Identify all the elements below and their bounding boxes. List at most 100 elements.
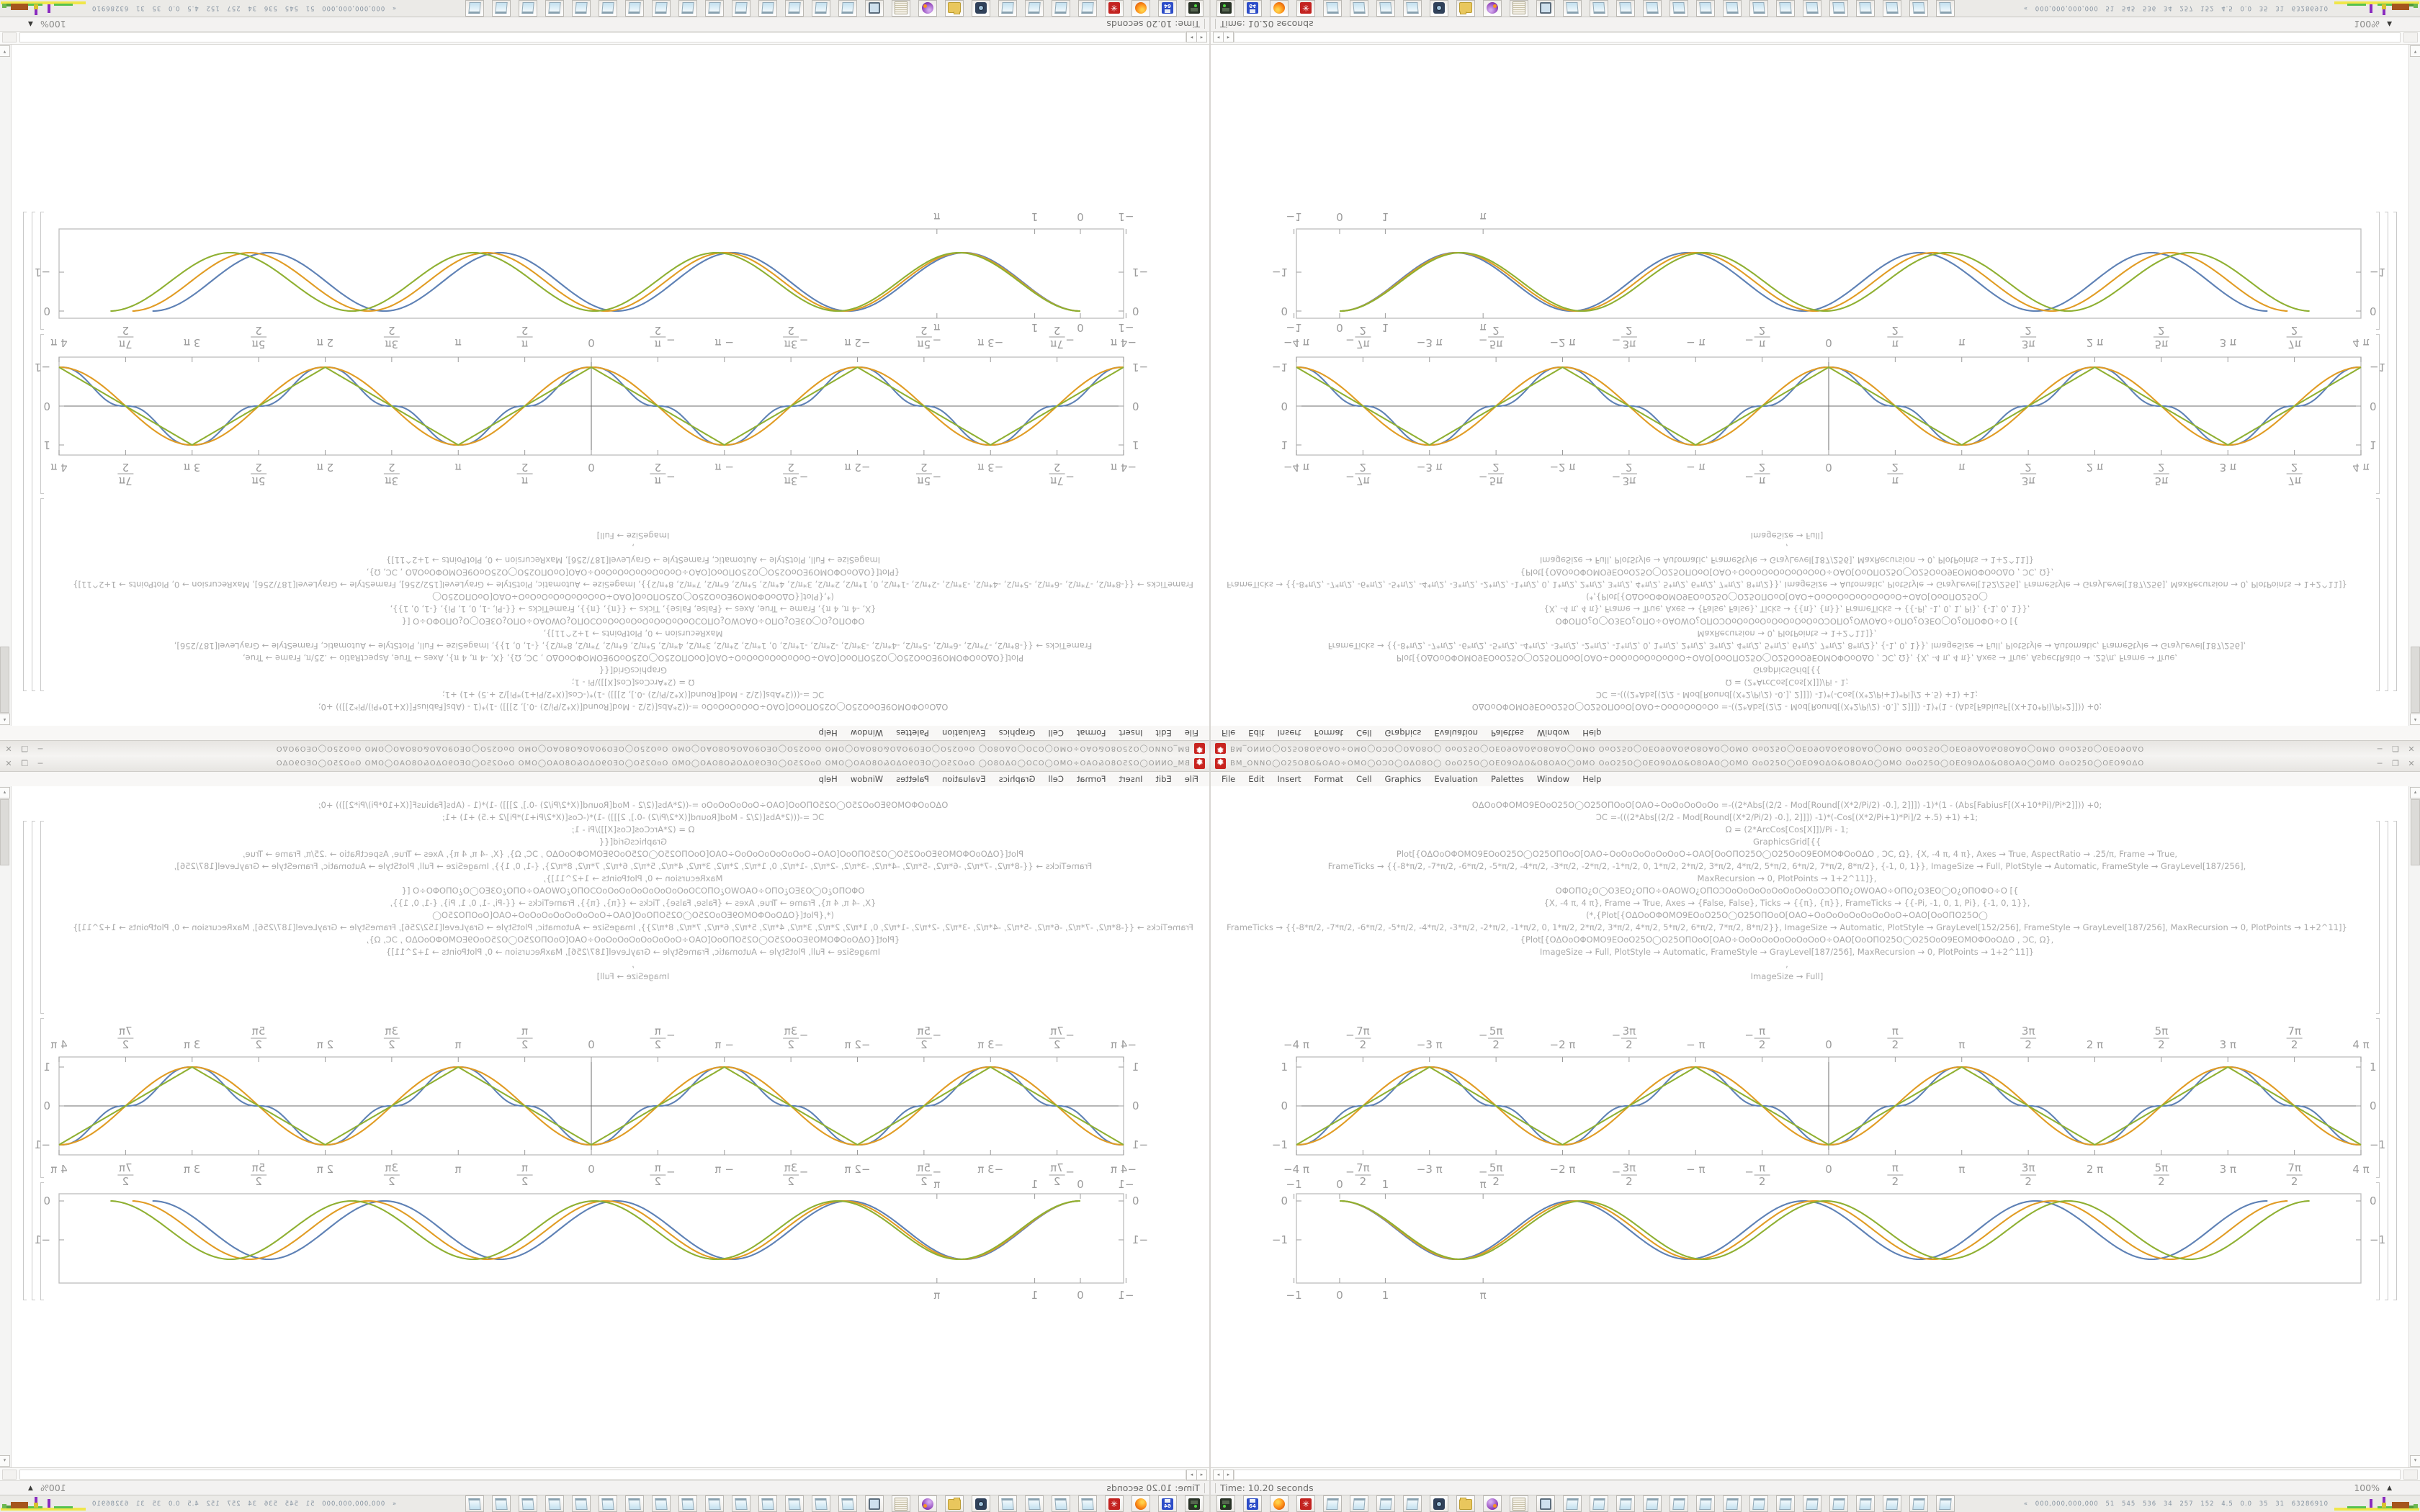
taskbar-button-notepad[interactable] xyxy=(1749,0,1768,17)
taskbar-button-notepad[interactable] xyxy=(812,1495,830,1512)
taskbar-button-notepad[interactable] xyxy=(1776,1495,1795,1512)
vertical-scroll-thumb[interactable] xyxy=(2411,647,2420,713)
menu-item-help[interactable]: Help xyxy=(1582,773,1602,784)
taskbar-button-notepad[interactable] xyxy=(625,0,644,17)
taskbar-button-notepad[interactable] xyxy=(1563,0,1582,17)
vertical-scrollbar[interactable]: ▴ ▾ xyxy=(2408,45,2420,726)
cell-bracket-outer-group[interactable] xyxy=(2393,212,2397,691)
magnification-dropdown-icon[interactable]: ▲ xyxy=(28,20,33,28)
magnification-value[interactable]: 100% xyxy=(40,1482,66,1493)
taskbar-button-notepad[interactable] xyxy=(998,1495,1017,1512)
taskbar-button-notepad[interactable] xyxy=(599,1495,617,1512)
cell-bracket-input[interactable] xyxy=(40,498,44,691)
menu-item-cell[interactable]: Cell xyxy=(1356,728,1372,739)
cell-bracket-output2[interactable] xyxy=(2376,212,2380,330)
menu-item-edit[interactable]: Edit xyxy=(1248,773,1265,784)
taskbar-button-notepad[interactable] xyxy=(599,0,617,17)
scroll-down-button[interactable]: ▾ xyxy=(0,1455,10,1467)
window-resize-grip[interactable] xyxy=(2403,1470,2418,1480)
taskbar-button-notepad[interactable] xyxy=(1323,1495,1342,1512)
taskbar-button-notepad[interactable] xyxy=(1749,1495,1768,1512)
taskbar-button-ball-purple[interactable] xyxy=(918,0,937,17)
taskbar-button-notepad[interactable] xyxy=(785,1495,804,1512)
taskbar-button-notepad[interactable] xyxy=(1590,1495,1608,1512)
magnification-dropdown-icon[interactable]: ▲ xyxy=(2387,1484,2392,1492)
menu-item-window[interactable]: Window xyxy=(850,773,884,784)
taskbar-button-gear-red[interactable] xyxy=(1296,0,1315,17)
scroll-down-button[interactable]: ▾ xyxy=(2410,1455,2420,1467)
taskbar-button-notepad[interactable] xyxy=(1376,0,1395,17)
menu-item-insert[interactable]: Insert xyxy=(1277,773,1301,784)
taskbar-button-notepad[interactable] xyxy=(678,0,697,17)
taskbar-button-drive-green[interactable] xyxy=(1185,0,1204,17)
taskbar-button-notepad[interactable] xyxy=(465,0,484,17)
window-titlebar[interactable]: ✹ ΒΜ_ΟΝΝΟ◯Ο25Ο8Ο&ΟΑΟ÷ΟΜΟ◯ΟƆΟ◯ΟΔΟ8Ο◯ ΟοΟ2… xyxy=(0,756,1209,772)
taskbar-button-notepad[interactable] xyxy=(1025,0,1044,17)
taskbar-button-notepad[interactable] xyxy=(1616,0,1635,17)
taskbar-button-notepad[interactable] xyxy=(812,0,830,17)
taskbar-button-notepad[interactable] xyxy=(1723,0,1742,17)
scroll-left-button[interactable]: ◂ xyxy=(1196,32,1207,42)
menu-item-format[interactable]: Format xyxy=(1076,773,1106,784)
taskbar-button-camera[interactable] xyxy=(972,0,990,17)
taskbar-button-notepad[interactable] xyxy=(1856,0,1875,17)
close-button[interactable]: ✕ xyxy=(2408,759,2415,768)
taskbar-button-monitor[interactable] xyxy=(1536,0,1555,17)
restore-button[interactable]: ❐ xyxy=(21,744,28,753)
taskbar-button-notepad[interactable] xyxy=(1696,1495,1715,1512)
taskbar-button-folder-yellow[interactable] xyxy=(945,1495,964,1512)
scroll-up-button[interactable]: ▴ xyxy=(0,787,10,798)
taskbar-button-folder-yellow[interactable] xyxy=(945,0,964,17)
taskbar-button-floppy-64[interactable] xyxy=(1243,0,1262,17)
taskbar-button-notepad[interactable] xyxy=(998,0,1017,17)
taskbar-button-notepad[interactable] xyxy=(1563,1495,1582,1512)
taskbar-button-notepad[interactable] xyxy=(1350,1495,1368,1512)
taskbar-button-gear-red[interactable] xyxy=(1105,1495,1124,1512)
cell-bracket-group[interactable] xyxy=(2385,212,2388,691)
taskbar-button-drive-green[interactable] xyxy=(1185,1495,1204,1512)
menu-item-cell[interactable]: Cell xyxy=(1048,773,1064,784)
taskbar-button-notepad[interactable] xyxy=(838,0,857,17)
menu-item-format[interactable]: Format xyxy=(1314,728,1344,739)
taskbar-button-notepad[interactable] xyxy=(465,1495,484,1512)
cell-bracket-output1[interactable] xyxy=(40,1018,44,1178)
menu-item-help[interactable]: Help xyxy=(818,728,838,739)
taskbar-button-floppy-64[interactable] xyxy=(1158,0,1177,17)
taskbar-button-ball-purple[interactable] xyxy=(918,1495,937,1512)
taskbar-button-notepad[interactable] xyxy=(545,1495,564,1512)
taskbar-button-notepad[interactable] xyxy=(1403,0,1422,17)
taskbar-button-folder-yellow[interactable] xyxy=(1456,0,1475,17)
taskbar-button-notepad[interactable] xyxy=(652,1495,671,1512)
taskbar-button-notepad[interactable] xyxy=(1856,1495,1875,1512)
scroll-up-button[interactable]: ▴ xyxy=(2410,787,2420,798)
menu-item-file[interactable]: File xyxy=(1184,773,1198,784)
taskbar-button-notepad[interactable] xyxy=(1829,0,1848,17)
scroll-up-button[interactable]: ▴ xyxy=(0,714,10,725)
taskbar-button-scroll[interactable] xyxy=(892,1495,910,1512)
horizontal-scroll-track[interactable] xyxy=(19,1470,1186,1480)
taskbar-button-notepad[interactable] xyxy=(758,1495,777,1512)
menu-item-help[interactable]: Help xyxy=(818,773,838,784)
cell-bracket-output1[interactable] xyxy=(2376,334,2380,494)
taskbar-button-notepad[interactable] xyxy=(519,1495,537,1512)
menu-item-format[interactable]: Format xyxy=(1076,728,1106,739)
taskbar-button-notepad[interactable] xyxy=(1078,0,1097,17)
taskbar-button-notepad[interactable] xyxy=(1909,0,1928,17)
menu-item-graphics[interactable]: Graphics xyxy=(1384,728,1422,739)
taskbar-button-drive-green[interactable] xyxy=(1216,0,1235,17)
taskbar-button-notepad[interactable] xyxy=(572,0,591,17)
taskbar-button-notepad[interactable] xyxy=(1909,1495,1928,1512)
taskbar-button-scroll[interactable] xyxy=(892,0,910,17)
scroll-left-button[interactable]: ◂ xyxy=(1213,1470,1224,1480)
minimize-button[interactable]: ─ xyxy=(2377,759,2383,768)
taskbar-button-notepad[interactable] xyxy=(1776,0,1795,17)
menu-item-help[interactable]: Help xyxy=(1582,728,1602,739)
taskbar-button-notepad[interactable] xyxy=(758,0,777,17)
menu-item-evaluation[interactable]: Evaluation xyxy=(941,773,986,784)
taskbar-button-notepad[interactable] xyxy=(1052,0,1070,17)
menu-item-evaluation[interactable]: Evaluation xyxy=(941,728,986,739)
taskbar-button-notepad[interactable] xyxy=(1883,0,1901,17)
taskbar-button-scroll[interactable] xyxy=(1510,0,1528,17)
minimize-button[interactable]: ─ xyxy=(37,759,43,768)
taskbar-button-notepad[interactable] xyxy=(678,1495,697,1512)
